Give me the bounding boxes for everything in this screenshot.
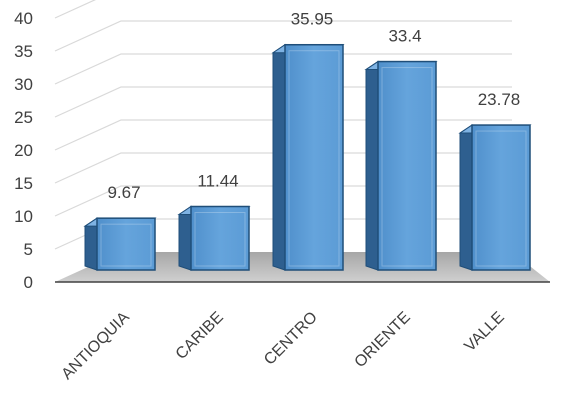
x-tick-label: VALLE (461, 309, 507, 355)
bar-antioquia-front (96, 217, 156, 271)
bar-antioquia (83, 217, 157, 271)
y-tick-label: 40 (14, 9, 33, 28)
data-label: 23.78 (478, 90, 521, 109)
y-axis: 0 5 10 15 20 25 30 35 40 (14, 9, 550, 292)
bar-valle (458, 124, 532, 271)
bar-caribe-side (178, 205, 192, 271)
bar-caribe (177, 205, 251, 271)
data-label: 33.4 (388, 27, 421, 46)
data-labels: 9.67 11.44 35.95 33.4 23.78 (107, 10, 520, 202)
bar-oriente-highlight (381, 67, 433, 267)
x-tick-label: CARIBE (173, 309, 227, 363)
bar-centro-side (272, 43, 286, 271)
x-tick-label: CENTRO (261, 309, 321, 369)
bar-caribe-front (190, 205, 250, 271)
y-tick-label: 10 (14, 207, 33, 226)
x-axis: ANTIOQUIA CARIBE CENTRO ORIENTE VALLE (59, 309, 508, 383)
bar-caribe-highlight (194, 211, 246, 267)
y-tick-label: 15 (14, 174, 33, 193)
bar-oriente-front (377, 60, 437, 271)
y-tick-label: 20 (14, 141, 33, 160)
bar-oriente-side (365, 60, 379, 271)
bar-valle-front (471, 124, 531, 271)
data-label: 11.44 (197, 171, 238, 190)
bar-centro (271, 43, 345, 271)
y-tick-label: 35 (14, 42, 33, 61)
bar-valle-side (459, 124, 473, 271)
x-tick-label: ANTIOQUIA (59, 309, 133, 383)
bar-antioquia-highlight (100, 223, 152, 267)
bar-centro-front (284, 43, 344, 271)
gridlines (54, 0, 512, 250)
y-tick-label: 30 (14, 75, 33, 94)
bar-oriente (364, 60, 438, 271)
data-label: 9.67 (107, 183, 140, 202)
data-label: 35.95 (291, 10, 334, 29)
x-tick-label: ORIENTE (352, 309, 414, 371)
y-tick-label: 5 (24, 240, 33, 259)
y-tick-label: 0 (24, 273, 33, 292)
bars (83, 43, 532, 271)
gridline (54, 0, 97, 19)
bar-valle-highlight (475, 130, 527, 267)
y-tick-label: 25 (14, 108, 33, 127)
gridline (54, 53, 512, 85)
bar-centro-highlight (288, 50, 340, 267)
gridline (54, 20, 512, 52)
